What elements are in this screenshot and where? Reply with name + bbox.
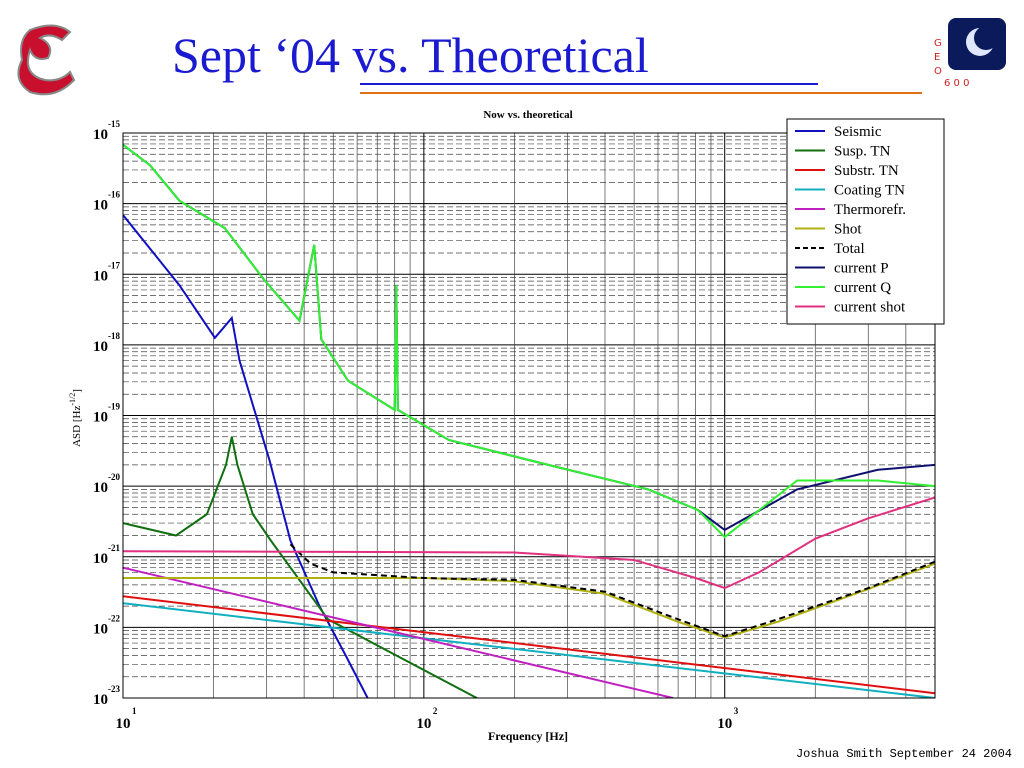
y-axis-label: ASD [Hz-1/2] bbox=[68, 389, 83, 447]
logo-moon-shadow bbox=[974, 26, 998, 50]
y-tick-exponent: -18 bbox=[108, 331, 120, 341]
legend-label: Shot bbox=[834, 222, 862, 238]
y-tick-label: 10 bbox=[93, 198, 108, 214]
y-label-close: ] bbox=[71, 389, 83, 393]
x-tick-label: 10 bbox=[717, 716, 732, 732]
logo-shape bbox=[17, 24, 76, 96]
plot-frame bbox=[122, 132, 936, 699]
x-axis-label: Frequency [Hz] bbox=[488, 729, 568, 743]
geo-logo: G E O 6 0 0 bbox=[934, 18, 1006, 89]
y-label-text: ASD [Hz bbox=[71, 406, 83, 447]
y-tick-label: 10 bbox=[93, 551, 108, 567]
y-tick-exponent: -23 bbox=[108, 684, 120, 694]
y-tick-exponent: -17 bbox=[108, 260, 120, 270]
legend-label: Substr. TN bbox=[834, 163, 899, 179]
y-tick-exponent: -22 bbox=[108, 613, 120, 623]
axes: 10-1510-1610-1710-1810-1910-2010-2110-22… bbox=[93, 119, 739, 732]
legend: Seismic Susp. TN Substr. TN Coating TN Therm… bbox=[786, 118, 945, 325]
legend-label: Total bbox=[834, 241, 865, 257]
series-line bbox=[123, 595, 935, 695]
series-line bbox=[123, 562, 935, 639]
legend-label: Thermorefr. bbox=[834, 202, 906, 218]
logo-number: 6 0 0 bbox=[944, 78, 969, 89]
x-tick-exponent: 3 bbox=[734, 706, 739, 716]
y-tick-label: 10 bbox=[93, 692, 108, 708]
legend-label: Seismic bbox=[834, 124, 882, 140]
y-tick-label: 10 bbox=[93, 480, 108, 496]
series-line bbox=[123, 144, 935, 539]
plot-lines bbox=[123, 144, 935, 698]
y-tick-exponent: -19 bbox=[108, 402, 120, 412]
y-tick-label: 10 bbox=[93, 339, 108, 355]
legend-label: current Q bbox=[834, 280, 891, 296]
logo-letter: E bbox=[934, 52, 940, 63]
y-tick-exponent: -21 bbox=[108, 543, 120, 553]
y-tick-exponent: -15 bbox=[108, 119, 120, 129]
left-logo bbox=[17, 24, 76, 96]
series-line bbox=[123, 566, 674, 698]
y-tick-exponent: -20 bbox=[108, 472, 120, 482]
series-line bbox=[289, 543, 935, 638]
y-tick-label: 10 bbox=[93, 268, 108, 284]
y-tick-label: 10 bbox=[93, 410, 108, 426]
x-tick-label: 10 bbox=[416, 716, 431, 732]
logo-letter: O bbox=[934, 66, 942, 77]
legend-label: current P bbox=[834, 261, 889, 277]
logo-letter: G bbox=[934, 38, 942, 49]
y-tick-label: 10 bbox=[93, 621, 108, 637]
legend-label: Coating TN bbox=[834, 183, 905, 199]
series-line bbox=[123, 436, 478, 698]
slide-title: Sept ‘04 vs. Theoretical bbox=[172, 27, 649, 83]
legend-label: Susp. TN bbox=[834, 144, 891, 160]
x-tick-exponent: 1 bbox=[132, 706, 137, 716]
legend-label: current shot bbox=[834, 300, 906, 316]
y-tick-label: 10 bbox=[93, 127, 108, 143]
legend-box bbox=[786, 118, 945, 325]
series-line bbox=[123, 214, 369, 698]
y-tick-exponent: -16 bbox=[108, 190, 120, 200]
x-tick-label: 10 bbox=[116, 716, 131, 732]
x-tick-exponent: 2 bbox=[433, 706, 438, 716]
series-line bbox=[123, 602, 935, 698]
chart-title: Now vs. theoretical bbox=[483, 109, 572, 121]
footer: Joshua Smith September 24 2004 bbox=[796, 747, 1012, 761]
y-label-exponent: -1/2 bbox=[68, 393, 77, 406]
series-line bbox=[123, 496, 935, 590]
